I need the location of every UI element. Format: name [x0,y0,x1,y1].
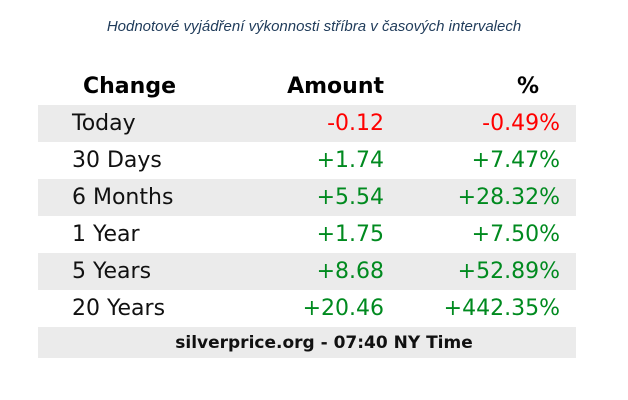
header-percent: % [516,74,539,99]
row-percent: +28.32% [457,185,560,210]
table-row-6-months: 6 Months +5.54 +28.32% [38,179,576,216]
header-change: Change [83,74,176,99]
source-attribution: silverprice.org - 07:40 NY Time [175,332,473,353]
row-amount: +8.68 [316,259,384,284]
row-percent: +52.89% [457,259,560,284]
page-caption: Hodnotové vyjádření výkonnosti stříbra v… [106,18,522,35]
table-row-today: Today -0.12 -0.49% [38,105,576,142]
silver-performance-table: Change Amount % Today -0.12 -0.49% 30 Da… [38,68,576,358]
row-change-label: 6 Months [72,185,174,210]
row-change-label: 1 Year [72,222,140,247]
row-percent: +7.50% [471,222,560,247]
row-change-label: Today [72,111,136,136]
row-change-label: 30 Days [72,148,162,173]
table-footer: silverprice.org - 07:40 NY Time [38,327,576,358]
row-amount: +1.75 [316,222,384,247]
table-row-30-days: 30 Days +1.74 +7.47% [38,142,576,179]
table-row-5-years: 5 Years +8.68 +52.89% [38,253,576,290]
row-percent: +442.35% [443,296,560,321]
row-change-label: 20 Years [72,296,166,321]
row-percent: +7.47% [471,148,560,173]
table-row-1-year: 1 Year +1.75 +7.50% [38,216,576,253]
row-amount: +5.54 [316,185,384,210]
row-amount: +20.46 [302,296,384,321]
row-change-label: 5 Years [72,259,152,284]
row-amount: -0.12 [327,111,384,136]
header-amount: Amount [287,74,384,99]
row-amount: +1.74 [316,148,384,173]
table-row-20-years: 20 Years +20.46 +442.35% [38,290,576,327]
row-percent: -0.49% [482,111,560,136]
table-header-row: Change Amount % [38,68,576,105]
